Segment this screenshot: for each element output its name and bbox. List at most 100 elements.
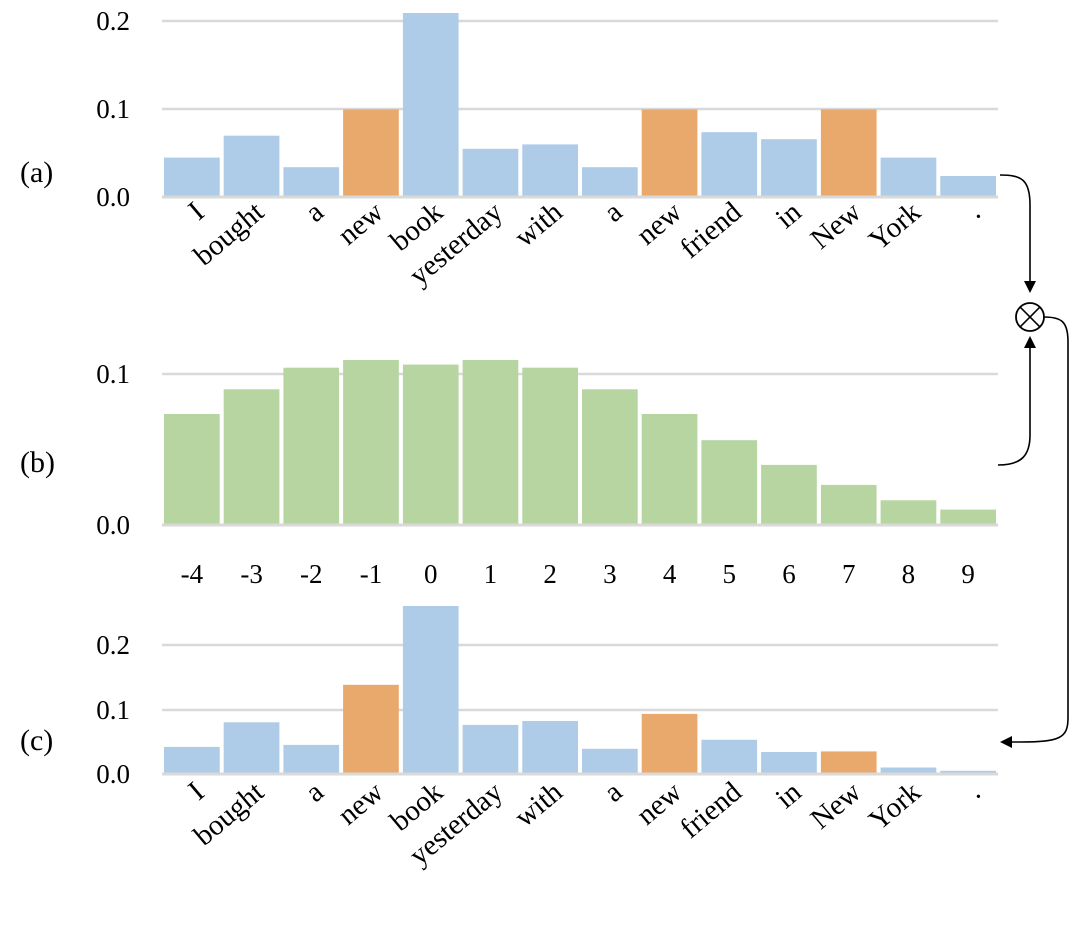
y-tick-label: 0.2 — [96, 6, 130, 36]
bar — [343, 360, 399, 525]
x-category-label: in — [770, 196, 808, 235]
x-category-label: I — [182, 776, 210, 807]
x-category-label: . — [960, 776, 986, 805]
bar-highlighted — [820, 751, 877, 774]
bar — [402, 13, 459, 197]
bar — [283, 744, 340, 774]
x-category-label: a — [598, 776, 629, 809]
x-tick-label: -2 — [300, 559, 323, 589]
x-category-label: New — [805, 196, 868, 256]
x-category-label: in — [770, 776, 808, 815]
arrow-operator-to-c — [1010, 316, 1069, 743]
bar — [223, 722, 280, 774]
x-tick-label: 3 — [603, 559, 617, 589]
bar — [582, 748, 638, 774]
x-tick-label: 9 — [961, 559, 975, 589]
bar-highlighted — [641, 109, 698, 197]
bar — [701, 440, 758, 525]
x-tick-label: 5 — [723, 559, 737, 589]
bar — [164, 157, 220, 197]
x-tick-label: 8 — [902, 559, 916, 589]
arrow-a-to-operator-head — [1024, 281, 1036, 293]
x-tick-label: -4 — [181, 559, 204, 589]
x-category-label: I — [182, 196, 210, 227]
bar-highlighted — [343, 684, 399, 774]
panel-b-position-weights: 0.0 0.1 (b) -4 -3 -2 -1 0 1 2 3 4 5 6 7 8 9 — [20, 359, 998, 589]
panel-label: (a) — [20, 156, 53, 189]
panel-label: (b) — [20, 446, 55, 479]
x-category-label: a — [598, 196, 629, 229]
bar — [462, 724, 519, 774]
bar — [522, 144, 578, 197]
x-category-label: . — [960, 196, 986, 225]
bar — [641, 414, 698, 525]
x-tick-label: 7 — [842, 559, 856, 589]
bar — [522, 721, 578, 774]
y-tick-label: 0.0 — [96, 182, 130, 212]
bar — [402, 364, 459, 525]
bar-highlighted — [641, 713, 698, 774]
y-tick-label: 0.0 — [96, 510, 130, 540]
bar — [223, 135, 280, 197]
bar — [940, 176, 996, 197]
y-tick-label: 0.1 — [96, 94, 130, 124]
x-category-label: with — [509, 196, 569, 254]
y-tick-label: 0.1 — [96, 359, 130, 389]
bar — [761, 464, 817, 525]
x-category-label: York — [863, 776, 927, 837]
x-tick-label: 2 — [543, 559, 557, 589]
arrow-a-to-operator — [999, 174, 1031, 283]
bar — [283, 167, 340, 197]
x-category-label: friend — [674, 196, 748, 265]
x-tick-label: 6 — [782, 559, 796, 589]
x-category-label: New — [805, 776, 868, 836]
arrow-b-to-operator — [997, 346, 1031, 466]
x-category-label: new — [332, 196, 390, 252]
bar — [462, 148, 519, 197]
y-tick-label: 0.0 — [96, 759, 130, 789]
bar-highlighted — [343, 109, 399, 197]
bar — [940, 770, 996, 774]
x-category-label: bought — [188, 776, 270, 852]
bar — [940, 509, 996, 525]
x-category-label: a — [299, 776, 330, 809]
bar — [462, 360, 519, 525]
bar — [283, 367, 340, 525]
x-category-label: a — [299, 196, 330, 229]
bar — [701, 132, 758, 197]
bar — [880, 500, 937, 525]
x-tick-label: -3 — [240, 559, 263, 589]
x-tick-label: 1 — [484, 559, 498, 589]
bar — [880, 767, 937, 774]
bar — [820, 484, 877, 525]
bar — [164, 746, 220, 774]
x-category-label: new — [332, 776, 390, 832]
x-tick-label: 0 — [424, 559, 438, 589]
arrow-b-to-operator-head — [1024, 336, 1036, 348]
bar-highlighted — [820, 109, 877, 197]
bar — [582, 389, 638, 525]
bar — [402, 606, 459, 774]
connector-arrows — [997, 174, 1069, 748]
y-tick-label: 0.1 — [96, 695, 130, 725]
bar — [164, 414, 220, 525]
x-category-label: friend — [674, 776, 748, 845]
multiply-operator-cross-2 — [1019, 306, 1041, 328]
bar — [582, 167, 638, 197]
bar — [701, 739, 758, 774]
x-category-label: bought — [188, 196, 270, 272]
bar — [761, 139, 817, 197]
bar — [522, 367, 578, 525]
x-category-label: York — [863, 196, 927, 257]
panel-label: (c) — [20, 724, 53, 757]
bar — [761, 752, 817, 774]
y-tick-label: 0.2 — [96, 630, 130, 660]
arrow-operator-to-c-head — [1000, 736, 1012, 748]
x-tick-label: -1 — [360, 559, 383, 589]
bar — [223, 389, 280, 525]
x-category-label: with — [509, 776, 569, 834]
x-tick-label: 4 — [663, 559, 677, 589]
